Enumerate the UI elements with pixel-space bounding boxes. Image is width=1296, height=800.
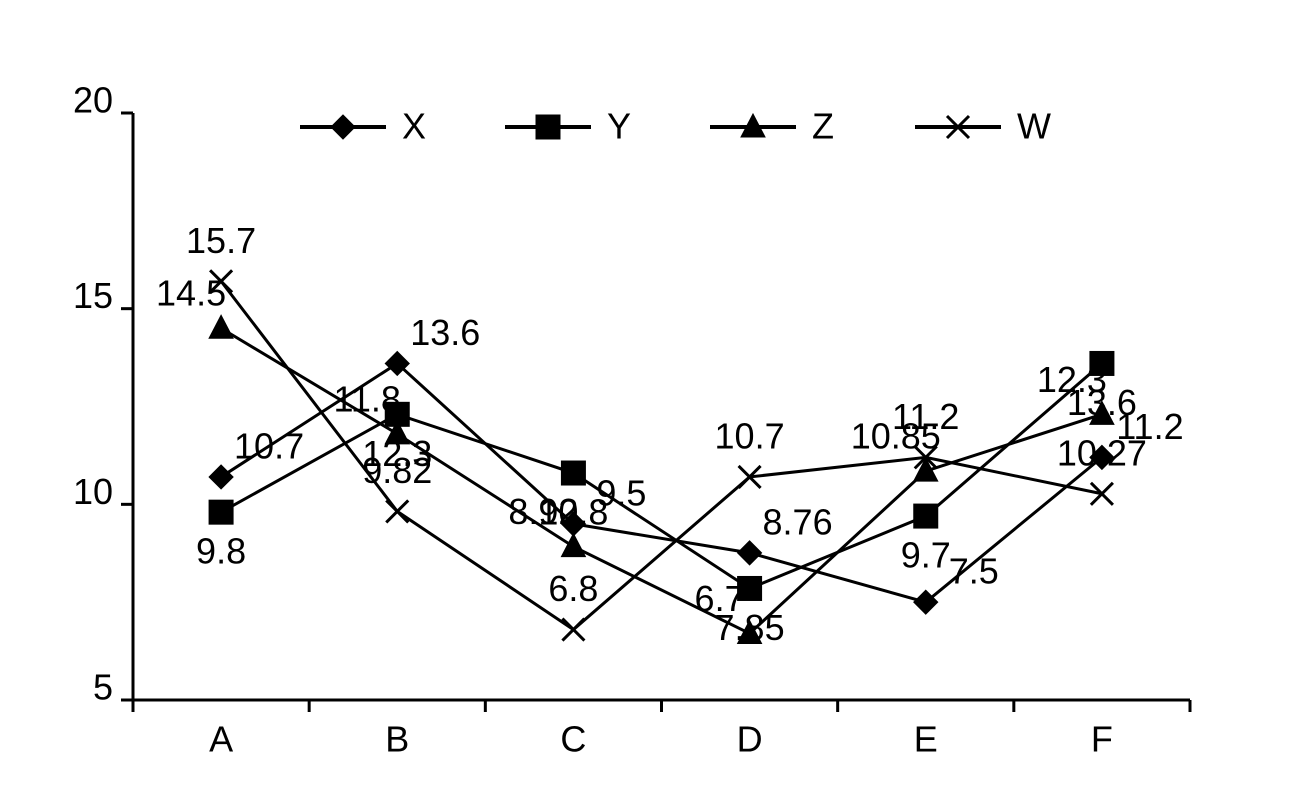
series-line <box>220 362 1103 591</box>
x-tick-label: F <box>1091 719 1113 760</box>
data-label: 9.7 <box>901 535 951 576</box>
point-marker <box>1089 481 1114 506</box>
legend-label: W <box>1017 106 1051 147</box>
data-label: 13.6 <box>410 312 480 353</box>
point-marker <box>913 503 939 529</box>
data-label: 10.85 <box>851 416 941 457</box>
point-marker <box>736 540 763 566</box>
data-label: 14.5 <box>156 273 226 314</box>
data-label: 10.7 <box>234 425 304 466</box>
legend-marker <box>330 114 356 140</box>
point-marker <box>208 314 234 339</box>
legend-label: Z <box>812 106 834 147</box>
legend-marker <box>740 112 766 138</box>
point-marker <box>561 617 586 642</box>
x-tick-label: B <box>385 719 409 760</box>
point-marker <box>385 499 410 524</box>
legend-label: X <box>402 106 426 147</box>
data-label: 10.8 <box>538 492 608 533</box>
data-label: 8.92 <box>508 491 578 532</box>
x-tick-label: D <box>737 719 763 760</box>
y-tick-label: 5 <box>93 667 113 708</box>
legend-marker <box>945 114 971 140</box>
point-marker <box>208 499 234 525</box>
series-line <box>220 326 1103 636</box>
point-marker <box>209 269 234 294</box>
point-marker <box>560 460 586 486</box>
legend-label: Y <box>607 106 631 147</box>
data-label: 11.8 <box>334 378 401 419</box>
point-marker <box>912 456 939 482</box>
data-label: 11.2 <box>1116 406 1183 447</box>
point-marker <box>384 350 410 377</box>
y-tick-label: 20 <box>73 80 113 121</box>
series-line <box>220 361 1103 604</box>
point-marker <box>1089 400 1115 425</box>
legend-marker <box>535 114 561 140</box>
data-label: 15.7 <box>186 220 256 261</box>
point-marker <box>384 419 411 445</box>
y-tick-label: 15 <box>73 275 113 316</box>
data-label: 10.27 <box>1057 432 1147 473</box>
point-marker <box>1089 444 1115 471</box>
point-marker <box>736 619 763 644</box>
data-label: 9.8 <box>196 531 246 572</box>
data-label: 6.7 <box>695 578 745 619</box>
point-marker <box>737 575 763 601</box>
point-marker <box>913 589 939 615</box>
data-label: 12.3 <box>1037 359 1107 400</box>
data-label: 8.76 <box>763 501 833 542</box>
x-tick-label: A <box>209 719 233 760</box>
point-marker <box>913 445 938 470</box>
data-label: 7.5 <box>949 551 999 592</box>
point-marker <box>1089 350 1115 376</box>
data-label: 11.2 <box>892 396 959 437</box>
point-marker <box>737 464 762 490</box>
data-label: 6.8 <box>548 568 598 609</box>
point-marker <box>560 532 587 558</box>
y-tick-label: 10 <box>73 471 113 512</box>
series-line <box>219 280 1103 632</box>
data-label: 10.7 <box>715 415 785 456</box>
point-marker <box>208 464 234 490</box>
x-tick-label: C <box>560 719 586 760</box>
data-label: 9.82 <box>362 450 432 491</box>
x-tick-label: E <box>914 719 938 760</box>
